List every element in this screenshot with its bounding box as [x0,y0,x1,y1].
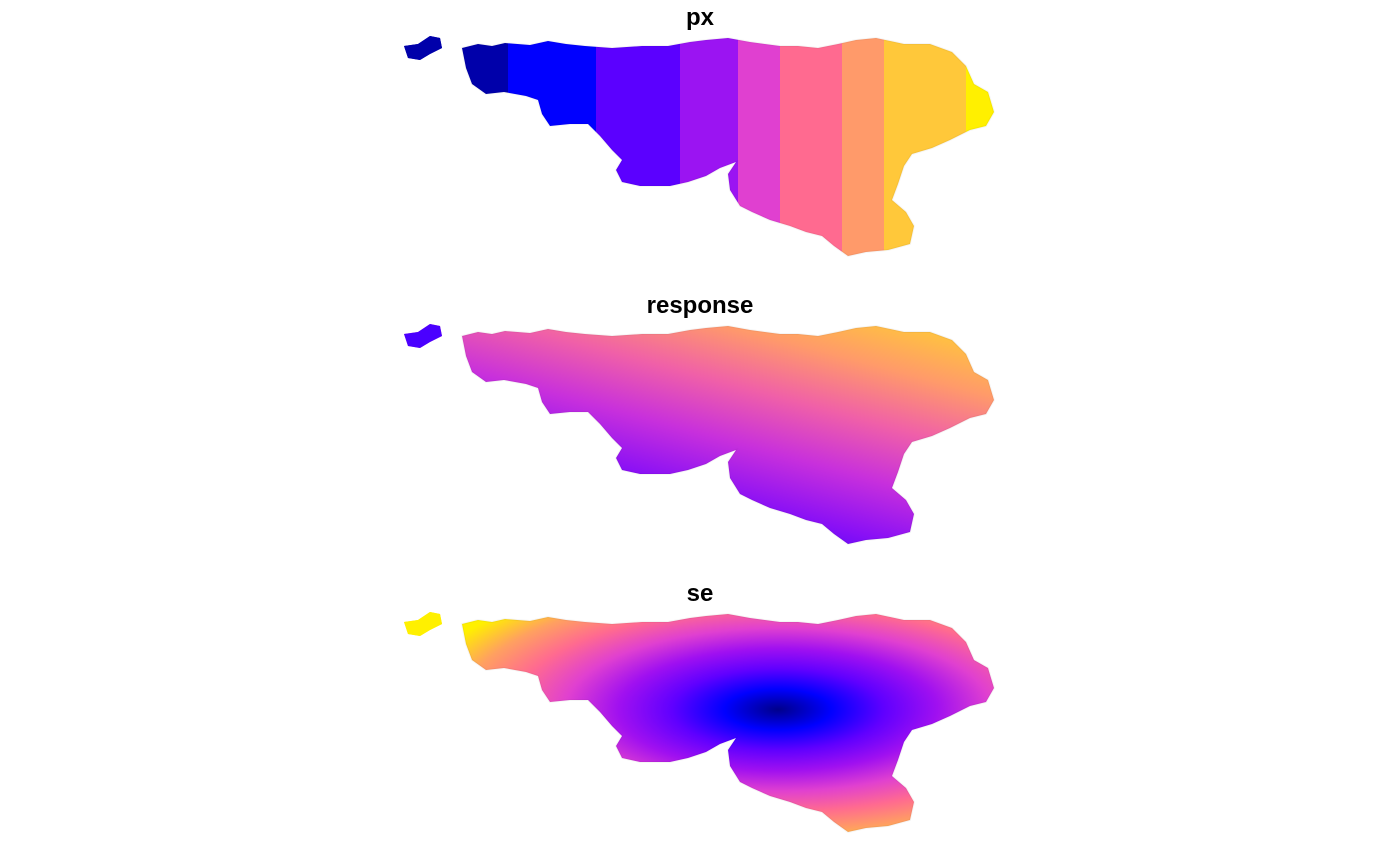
region-map [404,36,996,258]
region-map [404,324,996,546]
island [404,36,442,60]
panel-title: px [685,4,714,31]
panel-response: response [0,288,1400,576]
map-band [780,36,842,256]
map-fill [404,324,994,544]
island [404,324,442,348]
map-band [508,36,596,256]
region-outline [460,36,996,258]
panel-title: se [686,580,714,607]
region-outline [460,612,996,834]
panel-se: se [0,576,1400,864]
map-band [966,36,994,256]
panel-title: response [646,292,754,319]
map-band [596,36,680,256]
region-map [404,612,996,834]
map-band [842,36,884,256]
island [404,612,442,636]
map-fill [404,612,994,832]
region-outline [460,324,996,546]
panel-px: px [0,0,1400,288]
